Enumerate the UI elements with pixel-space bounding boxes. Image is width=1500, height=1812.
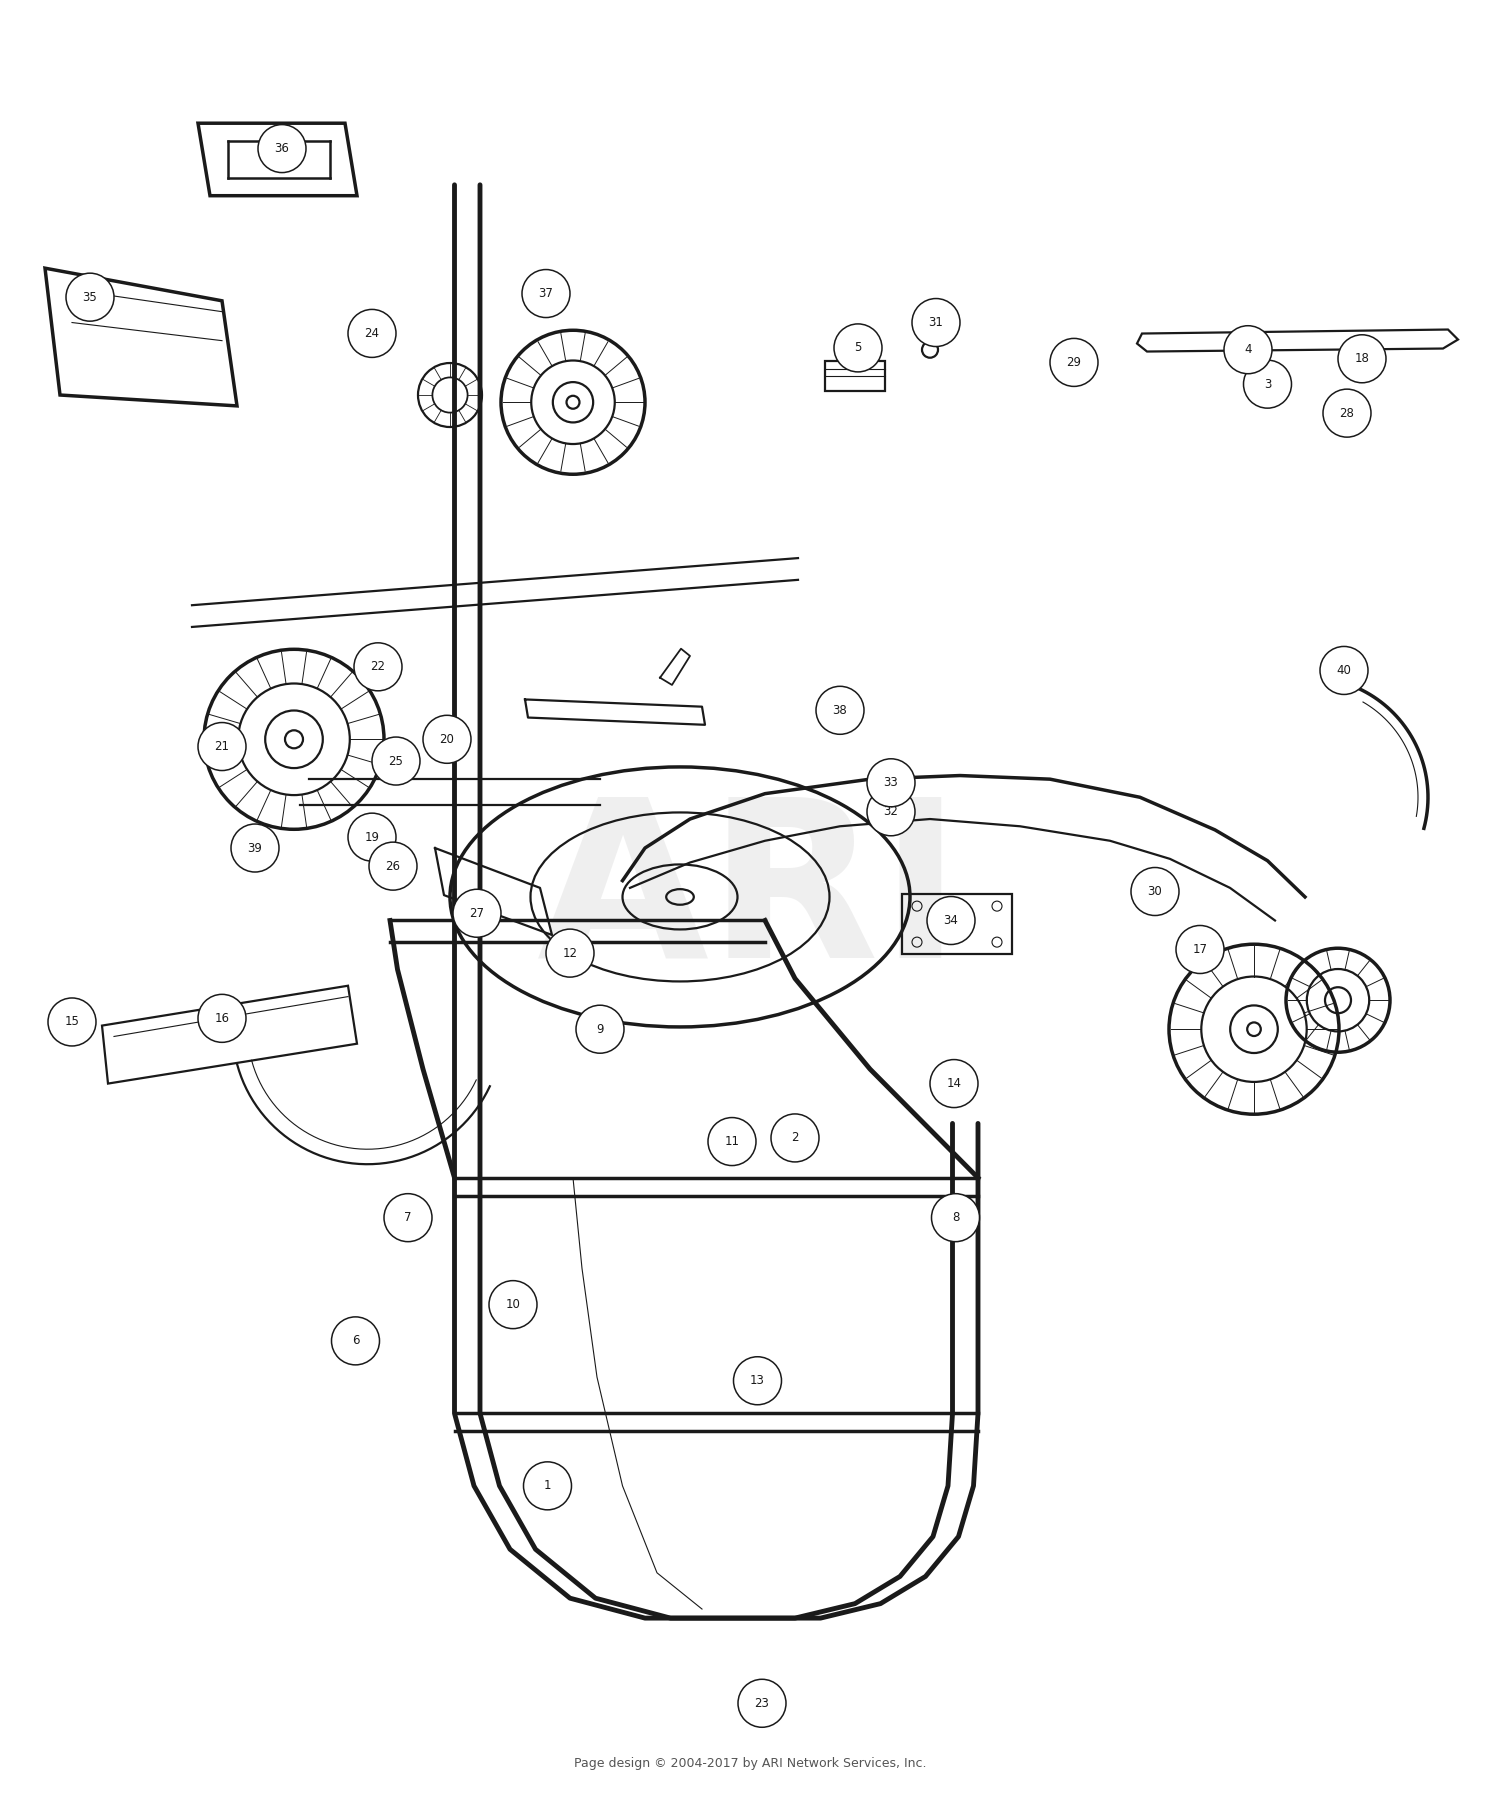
Text: 33: 33 [884, 776, 898, 790]
Text: 8: 8 [952, 1210, 958, 1225]
Text: 27: 27 [470, 906, 484, 920]
Circle shape [867, 788, 915, 835]
Circle shape [423, 716, 471, 763]
Circle shape [348, 310, 396, 357]
Text: 30: 30 [1148, 884, 1162, 899]
Text: 20: 20 [440, 732, 454, 747]
Text: ARI: ARI [537, 790, 963, 1004]
Text: 24: 24 [364, 326, 380, 341]
Circle shape [48, 998, 96, 1046]
Circle shape [734, 1357, 782, 1404]
Circle shape [930, 1060, 978, 1107]
Text: 36: 36 [274, 141, 290, 156]
Circle shape [1323, 390, 1371, 437]
Circle shape [1224, 326, 1272, 373]
Text: 12: 12 [562, 946, 578, 960]
Text: 1: 1 [543, 1479, 552, 1493]
Text: 6: 6 [351, 1334, 360, 1348]
Text: 25: 25 [388, 754, 404, 768]
Text: 39: 39 [248, 841, 262, 855]
Text: 7: 7 [405, 1210, 411, 1225]
Text: 21: 21 [214, 739, 230, 754]
Circle shape [546, 930, 594, 977]
Text: 13: 13 [750, 1373, 765, 1388]
Text: 9: 9 [596, 1022, 603, 1036]
Text: Page design © 2004-2017 by ARI Network Services, Inc.: Page design © 2004-2017 by ARI Network S… [573, 1756, 926, 1770]
Circle shape [1244, 361, 1292, 408]
Circle shape [932, 1194, 980, 1241]
Text: 28: 28 [1340, 406, 1354, 420]
Text: 37: 37 [538, 286, 554, 301]
Text: 4: 4 [1245, 342, 1251, 357]
Circle shape [576, 1006, 624, 1053]
Text: 23: 23 [754, 1696, 770, 1711]
Text: 40: 40 [1336, 663, 1352, 678]
Text: 26: 26 [386, 859, 400, 873]
Circle shape [816, 687, 864, 734]
Text: 3: 3 [1264, 377, 1270, 391]
Text: 19: 19 [364, 830, 380, 844]
Circle shape [369, 843, 417, 890]
Circle shape [332, 1317, 380, 1364]
Circle shape [384, 1194, 432, 1241]
Text: 38: 38 [833, 703, 848, 718]
Text: 10: 10 [506, 1297, 520, 1312]
Circle shape [348, 814, 396, 861]
Text: 17: 17 [1192, 942, 1208, 957]
Circle shape [1338, 335, 1386, 382]
Text: 11: 11 [724, 1134, 740, 1149]
Circle shape [198, 723, 246, 770]
Text: 31: 31 [928, 315, 944, 330]
Circle shape [1176, 926, 1224, 973]
Text: 35: 35 [82, 290, 98, 304]
Text: 22: 22 [370, 660, 386, 674]
Circle shape [1131, 868, 1179, 915]
Circle shape [708, 1118, 756, 1165]
Circle shape [771, 1114, 819, 1161]
Circle shape [354, 643, 402, 690]
Circle shape [1050, 339, 1098, 386]
Circle shape [258, 125, 306, 172]
Text: 29: 29 [1066, 355, 1082, 370]
Circle shape [1320, 647, 1368, 694]
Circle shape [66, 274, 114, 321]
Text: 34: 34 [944, 913, 958, 928]
Circle shape [522, 270, 570, 317]
Circle shape [524, 1462, 572, 1509]
Circle shape [198, 995, 246, 1042]
Text: 15: 15 [64, 1015, 80, 1029]
Circle shape [372, 737, 420, 785]
Circle shape [927, 897, 975, 944]
Text: 18: 18 [1354, 352, 1370, 366]
Circle shape [738, 1680, 786, 1727]
Circle shape [489, 1281, 537, 1328]
Text: 2: 2 [792, 1131, 798, 1145]
Circle shape [867, 759, 915, 806]
Circle shape [453, 890, 501, 937]
Text: 32: 32 [884, 805, 898, 819]
Circle shape [912, 299, 960, 346]
Circle shape [231, 824, 279, 872]
Text: 5: 5 [855, 341, 861, 355]
Text: 14: 14 [946, 1076, 962, 1091]
Circle shape [834, 324, 882, 371]
Text: 16: 16 [214, 1011, 230, 1026]
